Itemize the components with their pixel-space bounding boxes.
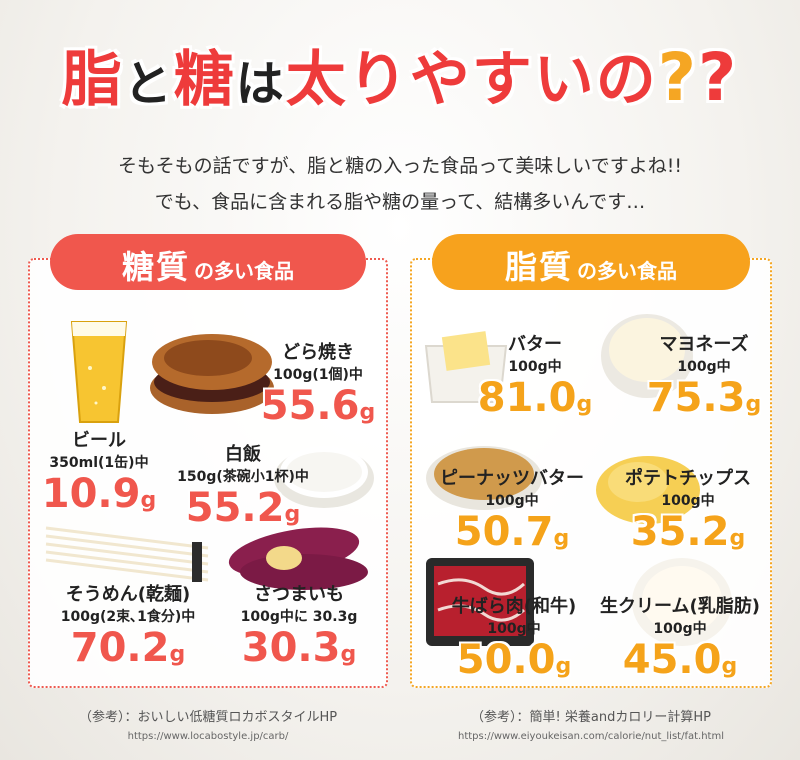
mayonnaise-image [601,314,693,398]
butter-image [424,331,508,403]
title-word-fat: 脂 [61,45,124,115]
food-value: 55.2g [185,485,301,531]
food-beer: ビール 350ml(1缶)中 10.9g [34,426,164,523]
intro-text: そもそもの話ですが、脂と糖の入った食品って美味しいですよね!! でも、食品に含ま… [0,148,800,220]
food-name: マヨネーズ [659,334,749,355]
question-mark-red: ? [698,39,739,116]
rice-bowl-image [274,446,374,508]
food-amount: 100g中に 30.3g [240,609,358,625]
food-amount: 100g中 [677,359,731,375]
sugar-header-subtitle: の多い食品 [194,259,294,283]
fat-source-url[interactable]: https://www.eiyoukeisan.com/calorie/nut_… [457,731,724,742]
dorayaki-image [150,334,274,414]
food-amount: 100g中 [661,493,715,509]
food-name: ビール [72,430,126,451]
food-amount: 100g中 [487,621,541,637]
food-name: 生クリーム(乳脂肪) [600,596,760,617]
food-beef: 牛ばら肉(和牛) 100g中 50.0g [434,592,594,689]
title-word-wa: は [235,56,286,112]
food-name: さつまいも [254,584,344,605]
sweet-potato-image [228,527,368,590]
food-value: 10.9g [41,471,157,517]
food-value: 45.0g [622,637,738,683]
food-amount: 100g(1個)中 [273,367,363,383]
food-somen: そうめん(乾麺) 100g(2束､1食分)中 70.2g [44,580,212,677]
title-word-sugar: 糖 [173,45,236,115]
food-mayonnaise: マヨネーズ 100g中 75.3g [634,330,774,427]
food-amount: 100g(2束､1食分)中 [60,609,196,625]
food-value: 55.6g [260,383,376,429]
food-value: 50.0g [456,637,572,683]
sugar-source-text: （参考）：おいしい低糖質ロカボスタイルHP [78,710,338,725]
page-title: 脂と糖は太りやすいの?? [0,38,800,124]
food-name: バター [508,334,562,355]
food-name: 牛ばら肉(和牛) [451,596,577,617]
beer-glass-image [70,321,128,423]
food-name: ポテトチップス [625,468,751,489]
intro-line-1: そもそもの話ですが、脂と糖の入った食品って美味しいですよね!! [118,155,682,177]
food-dorayaki: どら焼き 100g(1個)中 55.6g [252,338,384,435]
food-name: 白飯 [225,444,261,465]
food-value: 35.2g [630,509,746,555]
food-amount: 100g中 [653,621,707,637]
fat-source-text: （参考）：簡単! 栄養andカロリー計算HP [471,710,711,725]
food-value: 81.0g [477,375,593,421]
title-word-fattening: 太りやすいの [285,45,658,115]
intro-line-2: でも、食品に含まれる脂や糖の量って、結構多いんです… [154,191,646,213]
potato-chips-image [596,456,700,524]
food-amount: 100g中 [485,493,539,509]
peanut-butter-image [426,446,542,510]
food-potato-chips: ポテトチップス 100g中 35.2g [606,464,770,561]
food-name: どら焼き [282,342,354,363]
title-word-to: と [123,56,174,112]
food-sweet-potato: さつまいも 100g中に 30.3g 30.3g [222,580,376,677]
food-name: ピーナッツバター [440,468,584,489]
food-name: そうめん(乾麺) [65,584,191,605]
food-amount: 100g中 [508,359,562,375]
food-value: 30.3g [241,625,357,671]
sugar-header-title: 糖質 [121,248,190,286]
fat-header-subtitle: の多い食品 [577,259,677,283]
sugar-source-note: （参考）：おいしい低糖質ロカボスタイルHP https://www.locabo… [28,706,388,742]
somen-noodles-image [45,526,209,582]
fat-header-title: 脂質 [504,248,573,286]
fat-source-note: （参考）：簡単! 栄養andカロリー計算HP https://www.eiyou… [410,706,772,742]
question-mark-orange: ? [657,39,699,116]
fat-header: 脂質 の多い食品 [432,234,750,290]
food-value: 50.7g [454,509,570,555]
food-amount: 350ml(1缶)中 [49,455,149,471]
beef-image [426,558,534,646]
food-fresh-cream: 生クリーム(乳脂肪) 100g中 45.0g [588,592,772,689]
sugar-header: 糖質 の多い食品 [50,234,366,290]
food-rice: 白飯 150g(茶碗小1杯)中 55.2g [160,440,326,537]
food-amount: 150g(茶碗小1杯)中 [177,469,309,485]
sugar-source-url[interactable]: https://www.locabostyle.jp/carb/ [127,731,289,742]
food-value: 75.3g [646,375,762,421]
food-butter: バター 100g中 81.0g [470,330,600,427]
food-value: 70.2g [70,625,186,671]
food-peanut-butter: ピーナッツバター 100g中 50.7g [428,464,596,561]
cream-image [632,558,732,646]
